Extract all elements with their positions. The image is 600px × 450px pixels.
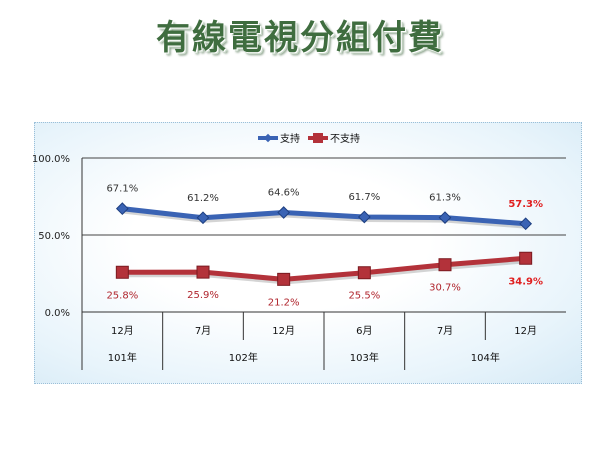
data-label: 34.9% (508, 276, 543, 287)
data-label: 21.2% (268, 297, 300, 308)
series-point-support (519, 217, 533, 231)
series-point-oppose (519, 251, 533, 265)
y-tick-label: 50.0% (38, 231, 70, 242)
y-tick-label: 0.0% (45, 308, 70, 319)
page-title: 有線電視分組付費 (156, 18, 444, 58)
year-label: 102年 (229, 351, 258, 364)
data-label: 25.9% (187, 290, 219, 301)
y-tick-label: 100.0% (32, 154, 70, 165)
year-label: 101年 (108, 351, 137, 364)
x-tick-label: 7月 (437, 325, 453, 337)
x-tick-label: 12月 (272, 325, 295, 337)
legend-label: 不支持 (330, 132, 360, 145)
series-point-oppose (357, 266, 371, 280)
data-label: 61.7% (348, 192, 380, 203)
data-label: 30.7% (429, 283, 461, 294)
chart-frame (34, 122, 582, 384)
series-line-support (122, 206, 526, 227)
legend-marker (263, 133, 273, 143)
data-label: 61.3% (429, 193, 461, 204)
year-label: 103年 (350, 351, 379, 364)
series-point-oppose (277, 272, 291, 286)
data-label: 61.2% (187, 193, 219, 204)
series-point-oppose (115, 265, 129, 279)
data-label: 25.8% (106, 290, 138, 301)
series-point-oppose (196, 265, 210, 279)
x-tick-label: 7月 (195, 325, 211, 337)
data-label: 25.5% (348, 291, 380, 302)
data-label: 57.3% (508, 199, 543, 210)
x-tick-label: 6月 (356, 325, 372, 337)
series-point-support (277, 206, 291, 219)
year-label: 104年 (471, 351, 500, 364)
data-label: 64.6% (268, 188, 300, 199)
series-point-support (438, 211, 452, 224)
series-point-support (115, 202, 129, 216)
series-point-oppose (438, 258, 452, 272)
series-point-support (196, 211, 210, 225)
series-line-oppose (122, 255, 526, 282)
legend-label: 支持 (280, 132, 300, 145)
x-tick-label: 12月 (514, 325, 537, 337)
x-tick-label: 12月 (111, 325, 134, 337)
series-point-support (357, 210, 371, 224)
data-label: 67.1% (106, 184, 138, 195)
legend-marker (313, 133, 323, 143)
